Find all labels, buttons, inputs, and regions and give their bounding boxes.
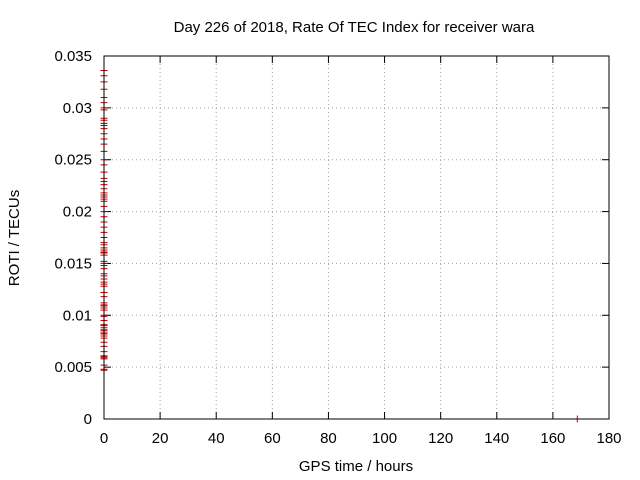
tick-labels: 0 0.005 0.01 0.015 0.02 0.025 0.03 0.035 0 20 40 60… xyxy=(54,48,621,447)
x-tick-label: 140 xyxy=(484,430,509,447)
y-tick-label: 0.005 xyxy=(54,359,92,376)
x-tick-label: 120 xyxy=(428,430,453,447)
x-tick-label: 40 xyxy=(208,430,225,447)
x-tick-label: 20 xyxy=(152,430,169,447)
axis-ticks xyxy=(103,55,610,420)
y-tick-label: 0.01 xyxy=(63,307,92,324)
plot-frame xyxy=(103,55,610,420)
x-axis-label: GPS time / hours xyxy=(299,458,413,475)
y-tick-label: 0.025 xyxy=(54,152,92,169)
x-tick-label: 80 xyxy=(320,430,337,447)
y-tick-label: 0.03 xyxy=(63,100,92,117)
y-axis-label: ROTI / TECUs xyxy=(6,190,23,286)
y-tick-label: 0 xyxy=(84,411,92,428)
y-tick-label: 0.035 xyxy=(54,48,92,65)
x-tick-label: 60 xyxy=(264,430,281,447)
x-tick-label: 180 xyxy=(596,430,621,447)
data-points xyxy=(100,67,581,423)
grid xyxy=(104,56,609,419)
y-tick-label: 0.02 xyxy=(63,204,92,221)
x-tick-label: 100 xyxy=(372,430,397,447)
y-tick-label: 0.015 xyxy=(54,255,92,272)
x-tick-label: 160 xyxy=(540,430,565,447)
x-tick-label: 0 xyxy=(100,430,108,447)
chart-title: Day 226 of 2018, Rate Of TEC Index for r… xyxy=(174,19,535,36)
